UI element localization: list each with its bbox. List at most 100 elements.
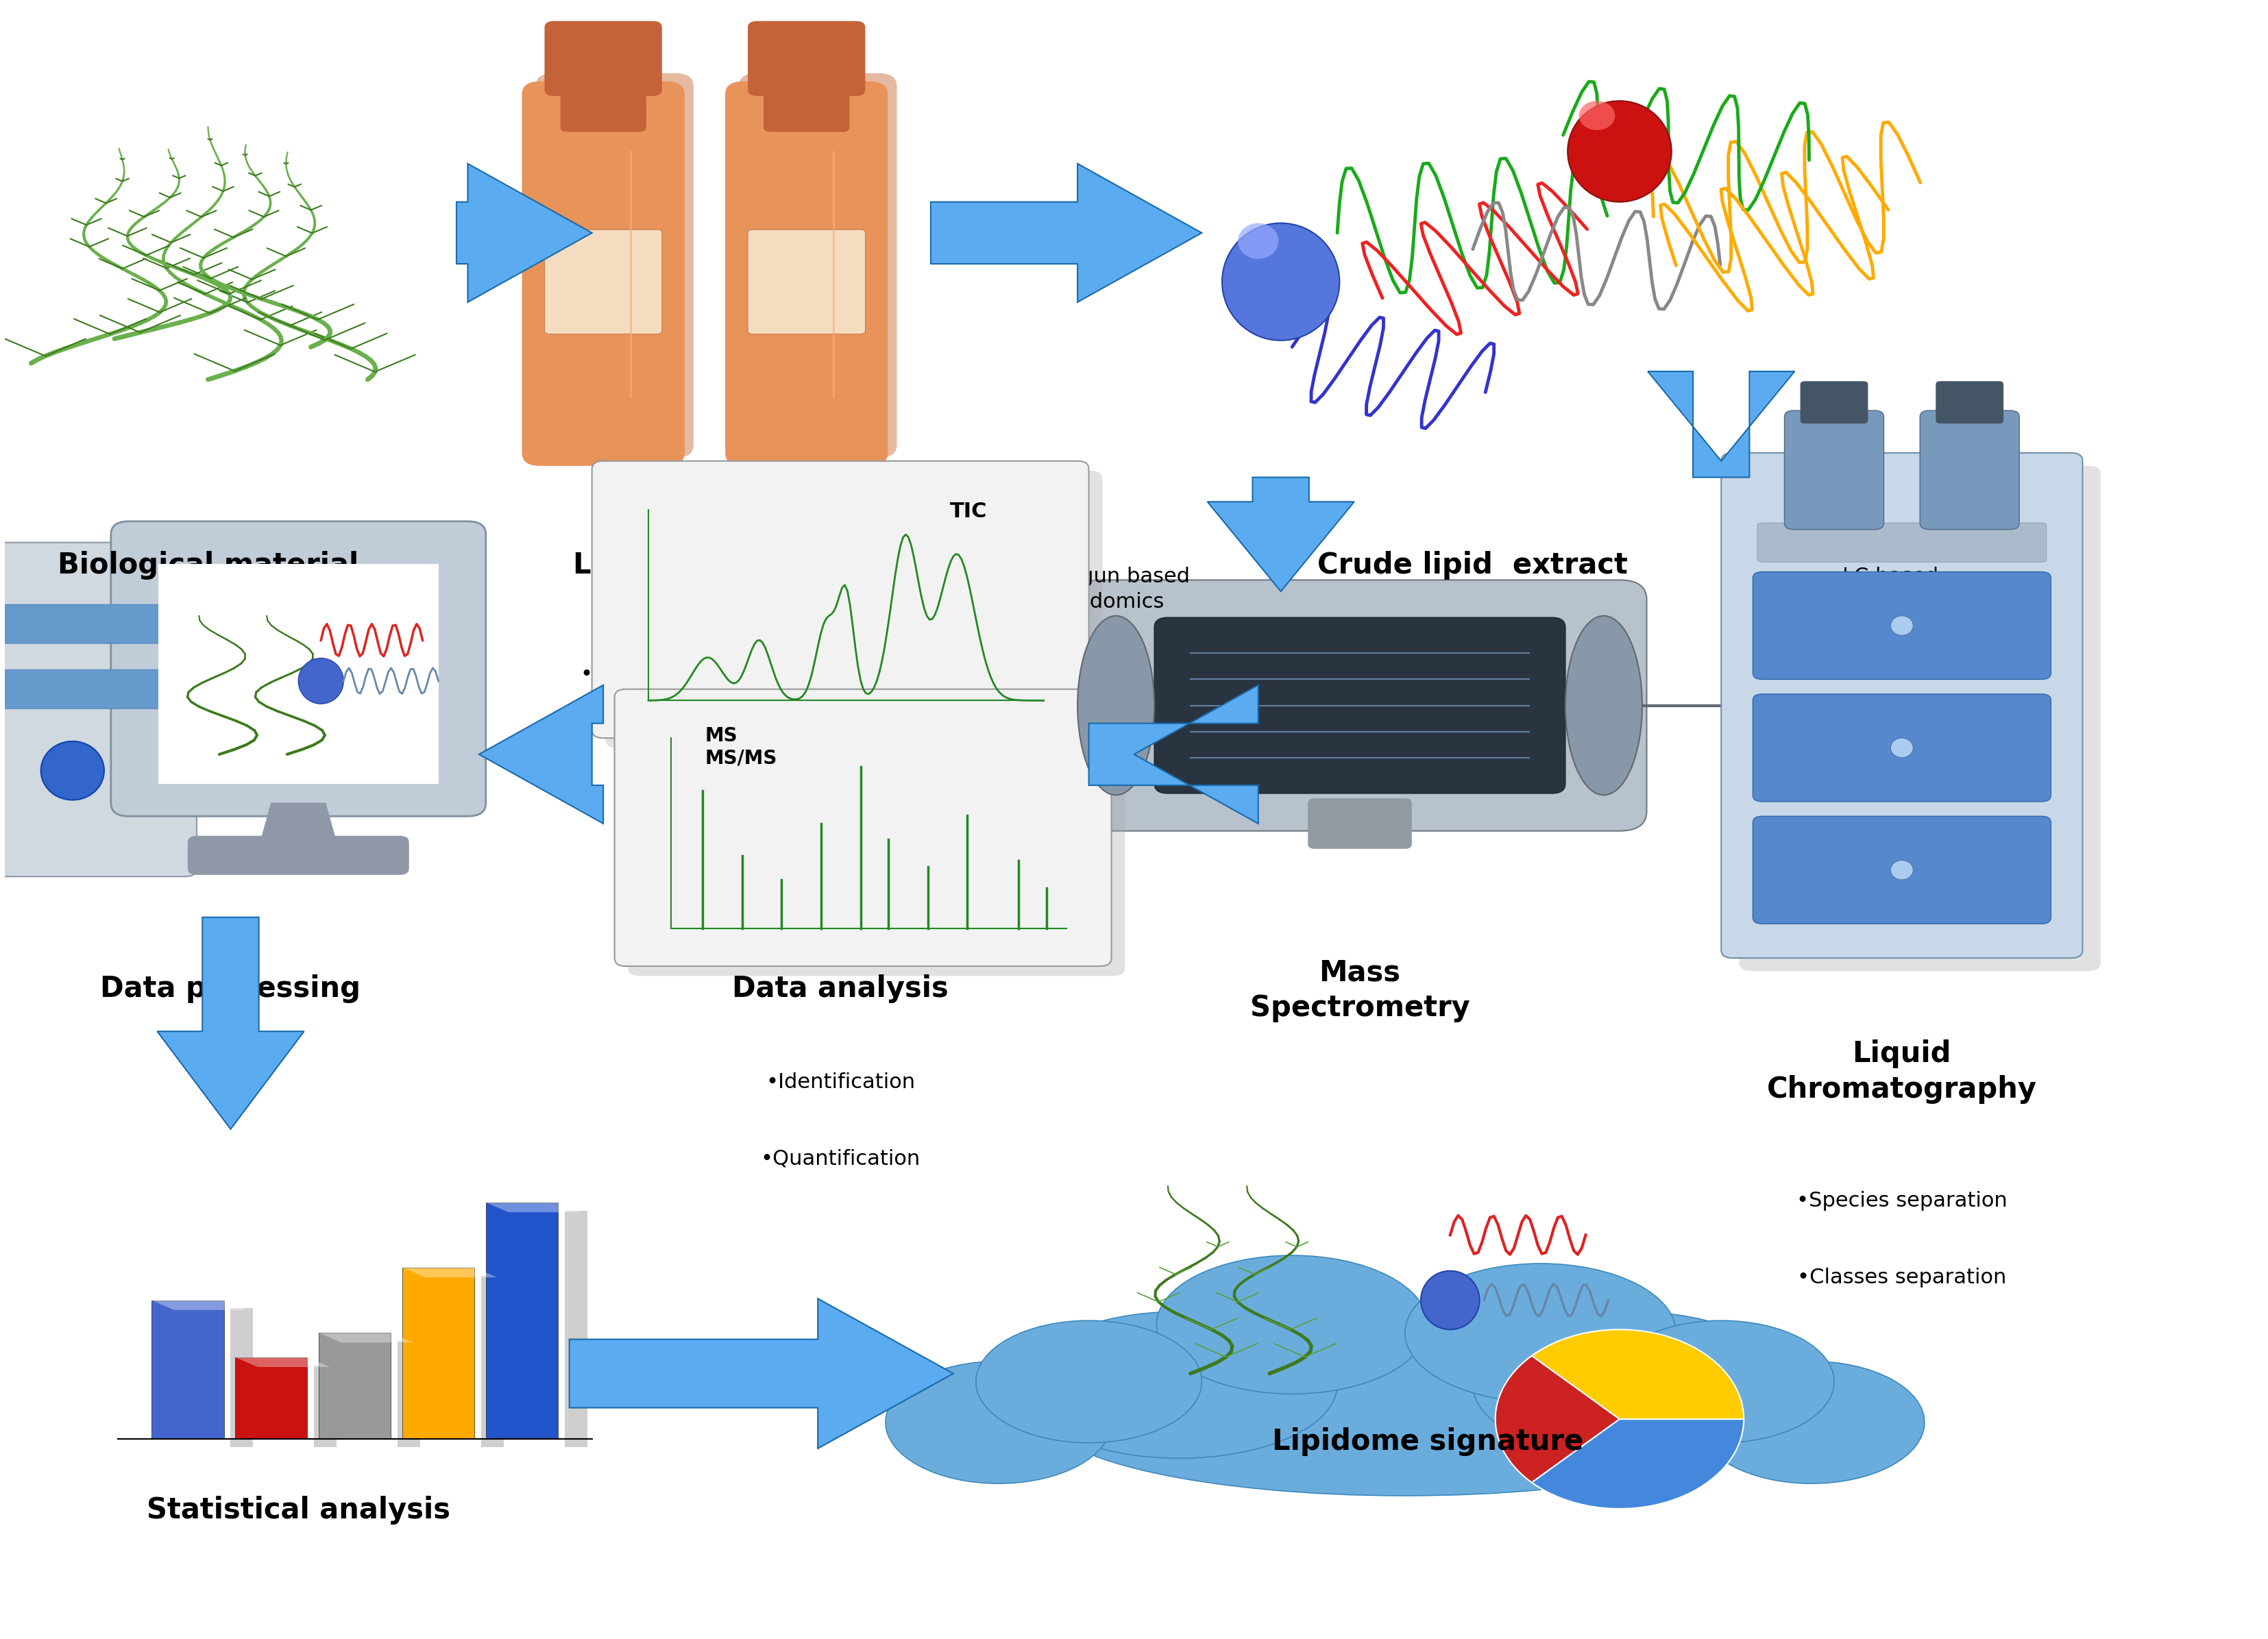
Text: Liquid
Chromatography: Liquid Chromatography [1767,1039,2037,1103]
FancyBboxPatch shape [111,521,485,816]
Text: Statistical analysis: Statistical analysis [147,1496,449,1524]
FancyBboxPatch shape [315,1365,336,1447]
FancyBboxPatch shape [535,74,694,457]
Text: •Green extraction: •Green extraction [610,741,798,760]
FancyBboxPatch shape [544,21,662,97]
FancyBboxPatch shape [320,1333,390,1439]
Text: Data analysis: Data analysis [733,974,948,1003]
Text: •Identification: •Identification [767,1072,916,1092]
Text: •Species separation: •Species separation [1796,1192,2007,1211]
Text: Lipidome signature: Lipidome signature [1272,1428,1583,1457]
Text: Crude lipid  extract: Crude lipid extract [1318,551,1628,580]
FancyBboxPatch shape [159,564,438,783]
Text: Shotgun based
lipidomics: Shotgun based lipidomics [1032,567,1191,613]
Polygon shape [569,1298,953,1449]
Wedge shape [1531,1329,1744,1419]
FancyBboxPatch shape [481,1275,503,1447]
FancyBboxPatch shape [1753,572,2050,679]
Polygon shape [930,164,1202,302]
FancyBboxPatch shape [565,1211,587,1447]
Polygon shape [485,1203,581,1213]
FancyBboxPatch shape [1921,410,2019,529]
Text: MS
MS/MS: MS MS/MS [705,726,778,769]
FancyBboxPatch shape [152,1300,225,1439]
FancyBboxPatch shape [401,1267,474,1439]
FancyBboxPatch shape [231,1308,254,1447]
FancyBboxPatch shape [606,470,1102,747]
FancyBboxPatch shape [236,1357,308,1439]
FancyBboxPatch shape [1785,410,1885,529]
Ellipse shape [1077,616,1154,795]
FancyBboxPatch shape [1721,452,2082,959]
FancyBboxPatch shape [764,82,850,131]
Ellipse shape [41,741,104,800]
Ellipse shape [1892,616,1914,636]
FancyBboxPatch shape [188,836,408,875]
Polygon shape [1207,477,1354,592]
Ellipse shape [1222,223,1340,341]
Ellipse shape [1404,1264,1676,1401]
Polygon shape [320,1333,413,1342]
Polygon shape [456,164,592,302]
Polygon shape [259,803,338,852]
Ellipse shape [1472,1311,1789,1459]
Text: TIC: TIC [950,502,987,521]
Ellipse shape [1157,1255,1427,1393]
Wedge shape [1495,1355,1619,1483]
FancyBboxPatch shape [739,74,896,457]
Ellipse shape [1892,860,1914,880]
Ellipse shape [1043,1333,1767,1496]
FancyBboxPatch shape [1758,523,2046,562]
Polygon shape [401,1267,497,1277]
Wedge shape [1531,1419,1744,1510]
FancyBboxPatch shape [1073,580,1647,831]
FancyBboxPatch shape [544,229,662,334]
Ellipse shape [1420,1270,1479,1329]
FancyBboxPatch shape [1937,382,2003,423]
Text: Mass
Spectrometry: Mass Spectrometry [1250,959,1470,1023]
FancyBboxPatch shape [748,229,864,334]
FancyBboxPatch shape [628,698,1125,975]
Ellipse shape [1238,223,1279,259]
Text: Lipid  Extraction: Lipid Extraction [574,551,837,580]
Text: LC based
lipidomics: LC based lipidomics [1837,567,1944,613]
Text: •Conventional methods: •Conventional methods [581,665,830,685]
Ellipse shape [1021,1311,1338,1459]
FancyBboxPatch shape [1740,465,2100,970]
Ellipse shape [1699,1362,1926,1483]
Ellipse shape [1608,1321,1835,1442]
FancyBboxPatch shape [0,670,168,708]
FancyBboxPatch shape [1801,382,1869,423]
Polygon shape [236,1357,329,1367]
Polygon shape [479,685,603,823]
FancyBboxPatch shape [1753,816,2050,924]
FancyBboxPatch shape [1753,693,2050,801]
FancyBboxPatch shape [1309,798,1411,849]
FancyBboxPatch shape [592,461,1089,738]
Polygon shape [1089,685,1259,823]
Text: •Quantification: •Quantification [760,1149,921,1169]
FancyBboxPatch shape [615,688,1111,965]
FancyBboxPatch shape [0,543,197,877]
Ellipse shape [975,1321,1202,1442]
FancyBboxPatch shape [560,82,646,131]
Polygon shape [1649,372,1794,477]
FancyBboxPatch shape [726,82,887,465]
Polygon shape [156,918,304,1129]
FancyBboxPatch shape [748,21,864,97]
Text: Biological material: Biological material [57,551,358,580]
FancyBboxPatch shape [0,605,168,644]
Text: Data processing: Data processing [100,974,361,1003]
Ellipse shape [885,1362,1111,1483]
FancyBboxPatch shape [485,1203,558,1439]
Polygon shape [152,1300,247,1310]
Ellipse shape [299,659,342,703]
FancyBboxPatch shape [1154,618,1565,793]
Ellipse shape [1567,102,1672,202]
FancyBboxPatch shape [522,82,685,465]
Ellipse shape [1892,738,1914,757]
FancyBboxPatch shape [397,1341,420,1447]
Text: •Classes separation: •Classes separation [1796,1267,2007,1288]
Ellipse shape [1579,102,1615,129]
Ellipse shape [1565,616,1642,795]
